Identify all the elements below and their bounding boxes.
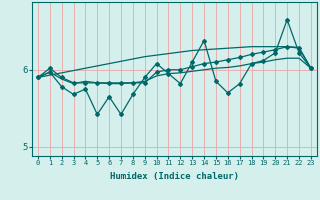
X-axis label: Humidex (Indice chaleur): Humidex (Indice chaleur) (110, 172, 239, 181)
